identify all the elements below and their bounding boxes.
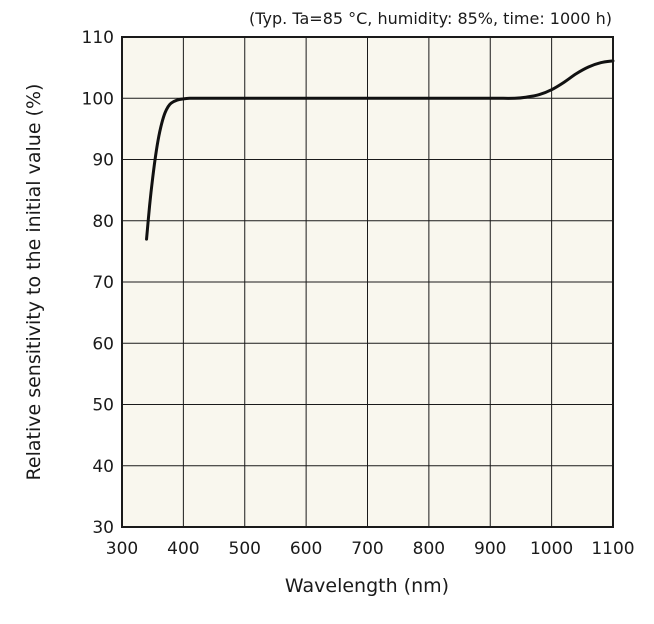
y-tick-label-50: 50 bbox=[92, 396, 114, 416]
x-tick-label-500: 500 bbox=[229, 539, 261, 559]
x-tick-label-600: 600 bbox=[290, 539, 322, 559]
x-axis-title: Wavelength (nm) bbox=[285, 575, 449, 597]
y-tick-label-90: 90 bbox=[92, 151, 114, 171]
x-tick-label-1100: 1100 bbox=[591, 539, 634, 559]
y-tick-label-70: 70 bbox=[92, 273, 114, 293]
x-tick-label-300: 300 bbox=[106, 539, 138, 559]
y-tick-label-100: 100 bbox=[82, 89, 114, 109]
plot-frame bbox=[121, 36, 614, 528]
y-tick-label-30: 30 bbox=[92, 518, 114, 538]
y-tick-label-110: 110 bbox=[82, 28, 114, 48]
x-tick-label-400: 400 bbox=[167, 539, 199, 559]
y-tick-label-80: 80 bbox=[92, 212, 114, 232]
sensitivity-curve bbox=[145, 59, 615, 241]
x-tick-labels: 300 400 500 600 700 800 900 1000 1100 bbox=[106, 539, 635, 559]
y-tick-label-40: 40 bbox=[92, 457, 114, 477]
y-axis-title: Relative sensitivity to the initial valu… bbox=[23, 84, 45, 481]
y-tick-label-60: 60 bbox=[92, 334, 114, 354]
y-tick-labels: 30 40 50 60 70 80 90 100 110 bbox=[82, 28, 114, 538]
x-tick-label-1000: 1000 bbox=[530, 539, 573, 559]
x-tick-label-900: 900 bbox=[474, 539, 506, 559]
x-tick-label-700: 700 bbox=[351, 539, 383, 559]
condition-annotation: (Typ. Ta=85 °C, humidity: 85%, time: 100… bbox=[249, 9, 612, 28]
x-tick-label-800: 800 bbox=[413, 539, 445, 559]
